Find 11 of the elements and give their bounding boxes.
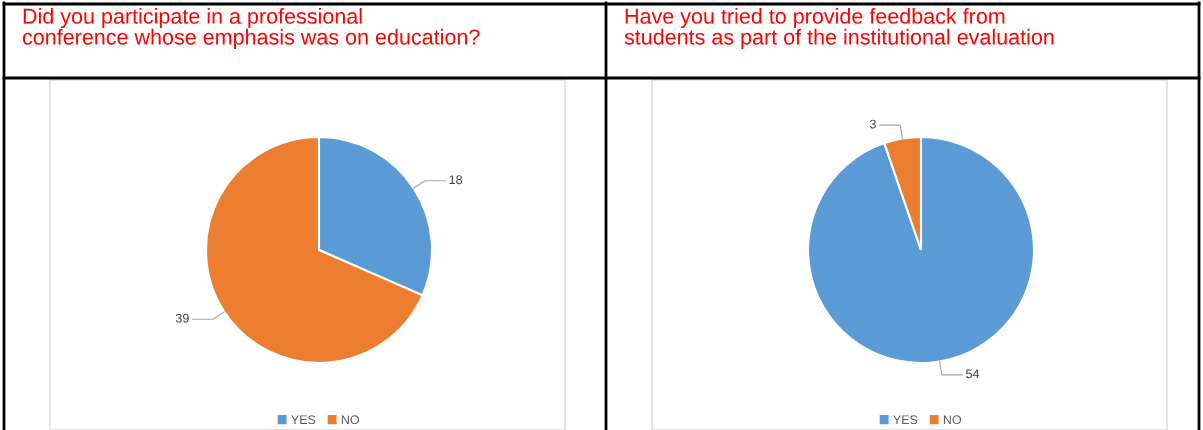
chart-title: Have you tried to provide feedback from students as part of the institutional evaluation (624, 8, 1054, 49)
legend-label: NO (341, 415, 360, 425)
legend-label: NO (943, 415, 962, 425)
data-label: 18 (449, 175, 463, 185)
pie-slice (806, 135, 1036, 365)
legend-label: YES (291, 415, 316, 425)
data-label: 3 (869, 119, 876, 129)
data-label: 54 (966, 369, 980, 379)
chart-title: Did you participate in a professional conference whose emphasis was on education? (22, 8, 480, 49)
data-label: 39 (175, 313, 189, 323)
legend-label: YES (893, 415, 918, 425)
